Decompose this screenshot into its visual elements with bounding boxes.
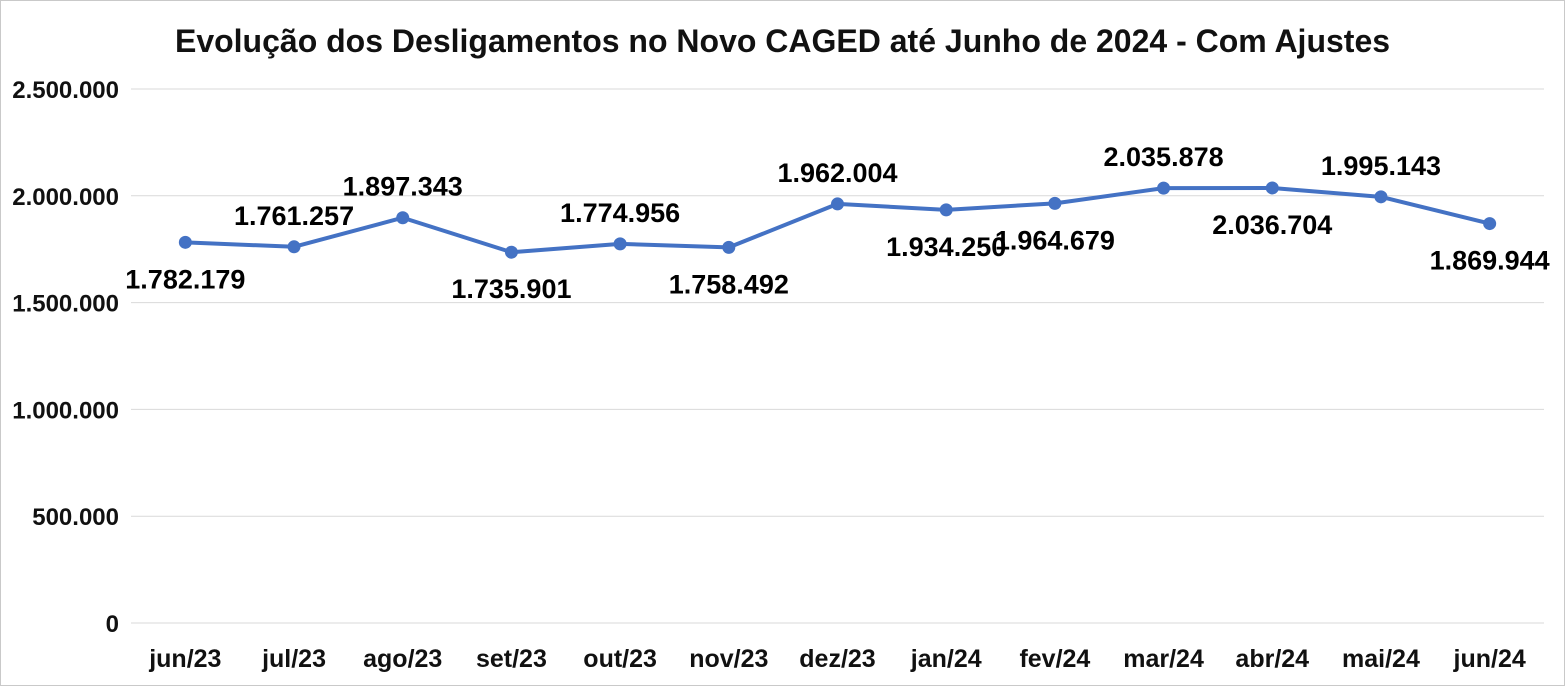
x-axis-tick-label: mar/24	[1123, 645, 1204, 673]
x-axis-tick-label: nov/23	[689, 645, 768, 673]
data-label: 1.761.257	[234, 201, 354, 231]
data-label: 1.774.956	[560, 198, 680, 228]
data-label: 1.782.179	[125, 264, 245, 294]
data-label: 1.735.901	[451, 274, 571, 304]
data-point-marker	[1048, 196, 1062, 210]
data-point-marker	[831, 197, 844, 211]
x-axis-tick-label: jan/24	[910, 645, 982, 673]
data-label: 1.897.343	[343, 172, 463, 202]
x-axis-tick-label: out/23	[583, 645, 657, 673]
y-axis-tick-label: 2.000.000	[12, 184, 119, 211]
data-label: 1.758.492	[669, 269, 789, 299]
data-point-marker	[1265, 181, 1279, 195]
data-point-marker	[1157, 181, 1171, 195]
data-point-marker	[396, 211, 410, 225]
data-label: 1.962.004	[777, 158, 897, 188]
x-axis-tick-label: mai/24	[1342, 645, 1420, 673]
x-axis-tick-label: jul/23	[261, 645, 326, 673]
data-point-marker	[939, 203, 953, 217]
y-axis-tick-label: 1.500.000	[12, 291, 119, 318]
data-label: 2.035.878	[1104, 142, 1224, 172]
data-point-marker	[613, 237, 627, 251]
data-point-marker	[178, 235, 192, 249]
y-axis-tick-label: 2.500.000	[12, 77, 119, 104]
x-axis-tick-label: jun/23	[148, 645, 221, 673]
y-axis-tick-label: 0	[106, 611, 119, 638]
x-axis-tick-label: fev/24	[1019, 645, 1090, 673]
data-point-marker	[504, 245, 518, 259]
data-label: 2.036.704	[1212, 210, 1332, 240]
x-axis-tick-label: jun/24	[1453, 645, 1526, 673]
data-point-marker	[1483, 217, 1497, 231]
chart-title: Evolução dos Desligamentos no Novo CAGED…	[174, 23, 1391, 59]
y-axis-tick-label: 1.000.000	[12, 397, 119, 424]
data-label: 1.964.679	[995, 225, 1115, 255]
data-point-marker	[1374, 190, 1388, 204]
data-label: 1.869.944	[1430, 246, 1550, 276]
x-axis-tick-label: set/23	[476, 645, 547, 673]
data-point-marker	[722, 240, 736, 254]
data-label: 1.934.250	[886, 232, 1006, 262]
x-axis-tick-label: abr/24	[1235, 645, 1309, 673]
y-axis-tick-label: 500.000	[32, 504, 119, 531]
x-axis-tick-label: dez/23	[799, 645, 875, 673]
data-label: 1.995.143	[1321, 151, 1441, 181]
x-axis-tick-label: ago/23	[363, 645, 442, 673]
data-point-marker	[287, 240, 301, 254]
